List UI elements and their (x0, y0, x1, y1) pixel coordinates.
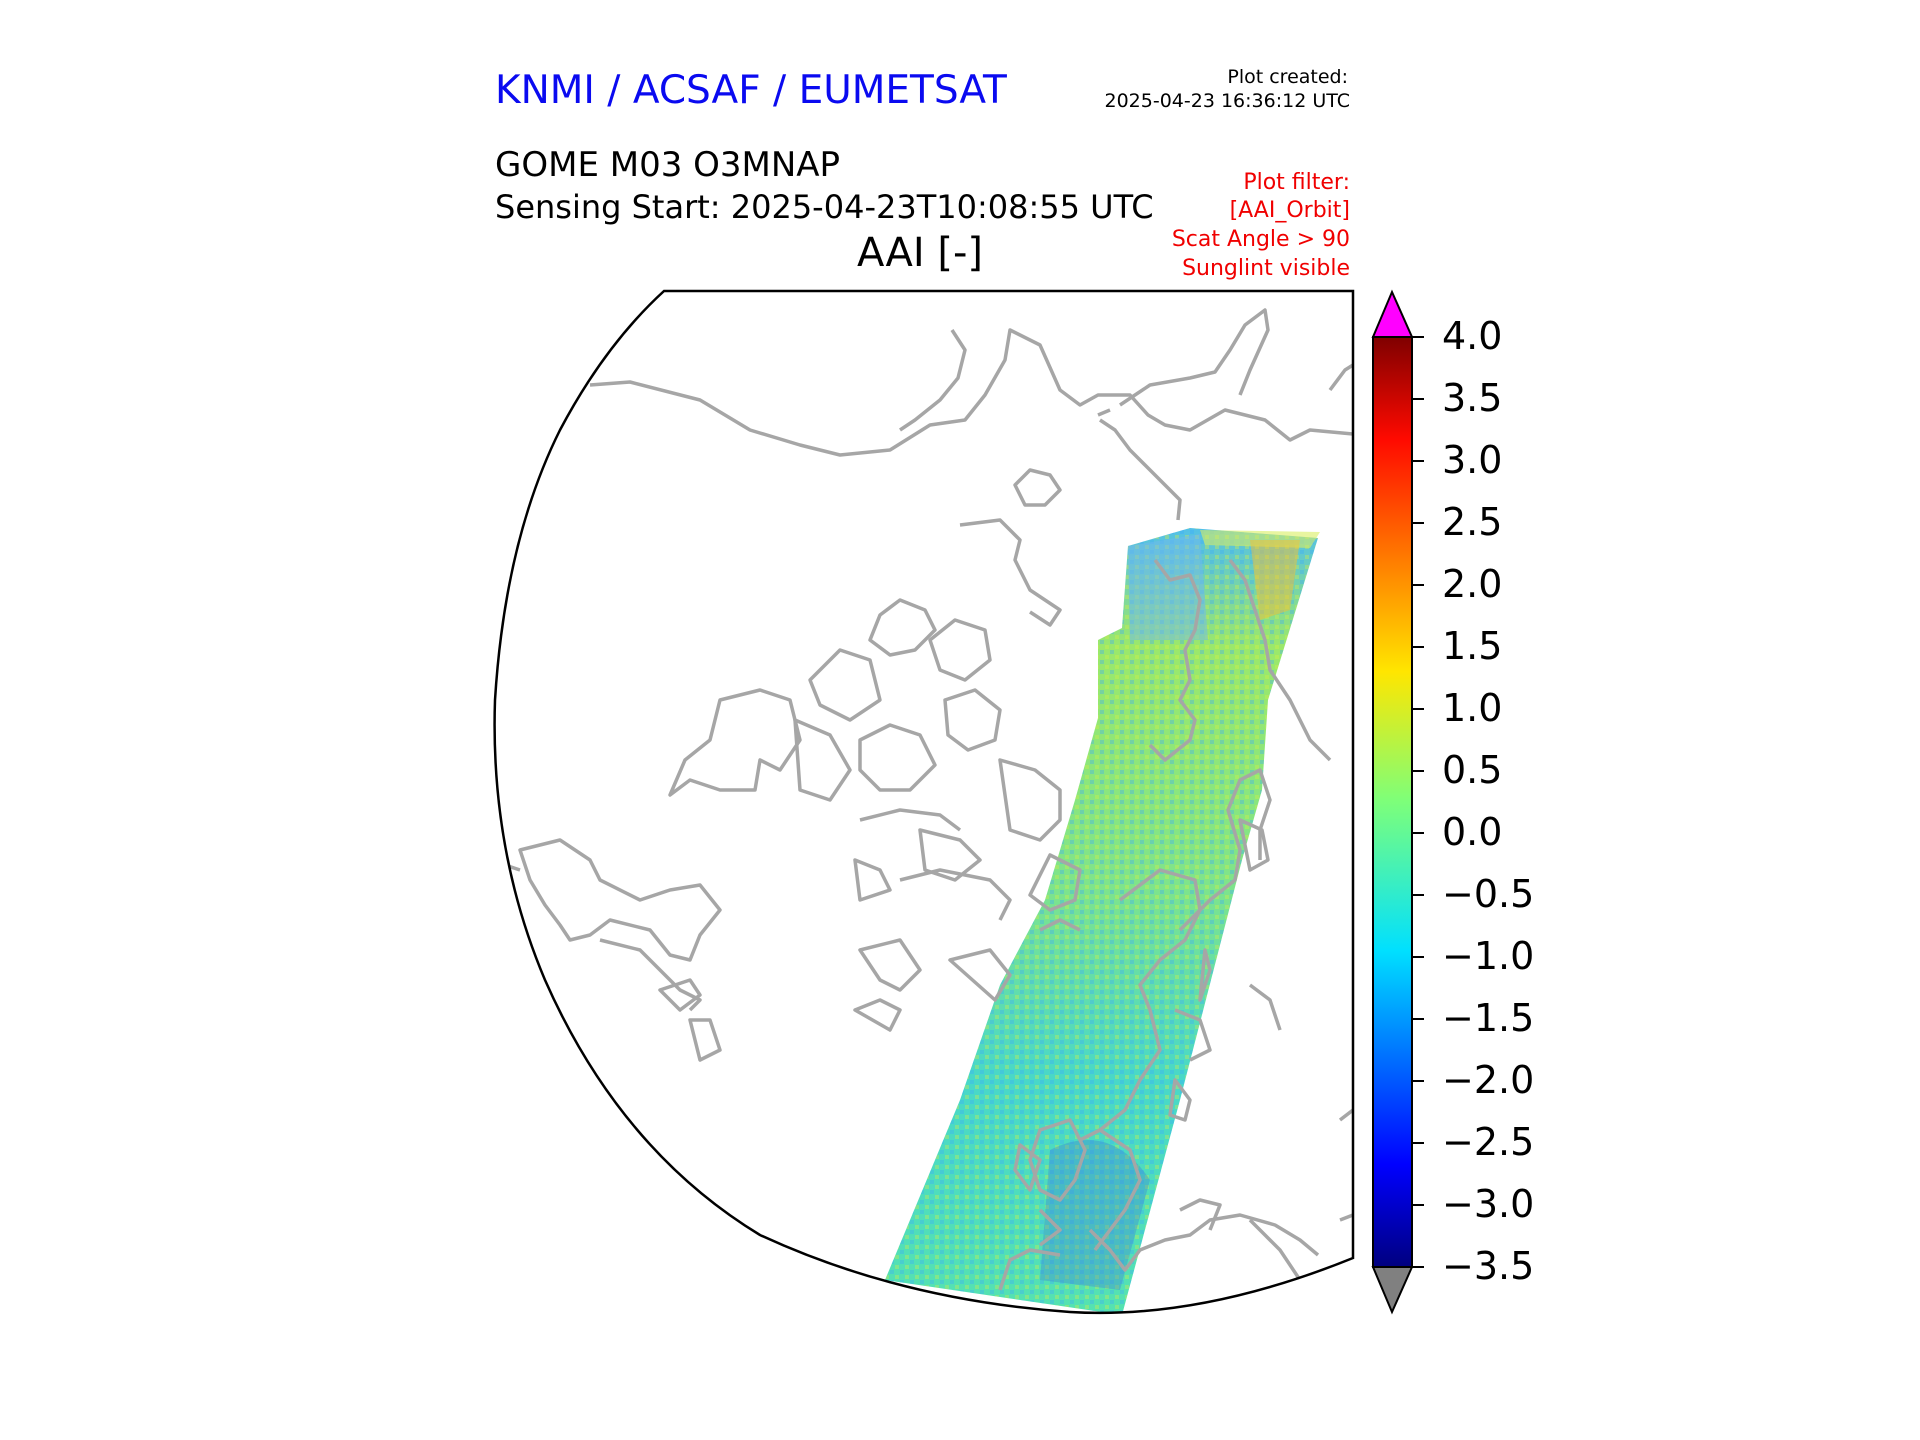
colorbar-tick-label: 1.5 (1442, 624, 1503, 668)
plot-filter-sunglint: Sunglint visible (1182, 256, 1350, 281)
colorbar-tick-label: −1.5 (1442, 996, 1535, 1040)
colorbar-tick-label: 3.0 (1442, 438, 1503, 482)
colorbar (1371, 289, 1424, 1315)
colorbar-tick-label: 0.0 (1442, 810, 1503, 854)
colorbar-tick-label: 2.0 (1442, 562, 1503, 606)
colorbar-gradient (1372, 336, 1413, 1268)
colorbar-tick-label: 0.5 (1442, 748, 1503, 792)
colorbar-tick-label: −2.0 (1442, 1058, 1535, 1102)
sensing-start: Sensing Start: 2025-04-23T10:08:55 UTC (495, 188, 1154, 226)
plot-created-time: 2025-04-23 16:36:12 UTC (1104, 90, 1351, 112)
colorbar-tick-label: 1.0 (1442, 686, 1503, 730)
colorbar-tick-label: 3.5 (1442, 376, 1503, 420)
plot-filter-orbit: [AAI_Orbit] (1229, 198, 1350, 223)
map-content (504, 308, 1353, 1313)
map-frame (493, 289, 1355, 1315)
colorbar-tick-label: −0.5 (1442, 872, 1535, 916)
product-title: GOME M03 O3MNAP (495, 145, 841, 185)
colorbar-tick-label: 2.5 (1442, 500, 1503, 544)
agency-title: KNMI / ACSAF / EUMETSAT (495, 68, 1007, 113)
colorbar-tick-label: −1.0 (1442, 934, 1535, 978)
coastlines (504, 308, 1353, 1301)
colorbar-tick-label: −3.0 (1442, 1182, 1535, 1226)
colorbar-under-triangle (1371, 1266, 1414, 1315)
colorbar-tick-label: −3.5 (1442, 1244, 1535, 1288)
colorbar-over-triangle (1371, 289, 1414, 338)
plot-created-label: Plot created: (1227, 66, 1348, 88)
colorbar-tick-label: 4.0 (1442, 314, 1503, 358)
variable-title: AAI [-] (857, 230, 983, 276)
plot-filter-scat-angle: Scat Angle > 90 (1171, 227, 1350, 252)
colorbar-tick-label: −2.5 (1442, 1120, 1535, 1164)
plot-filter-label: Plot filter: (1243, 170, 1350, 195)
